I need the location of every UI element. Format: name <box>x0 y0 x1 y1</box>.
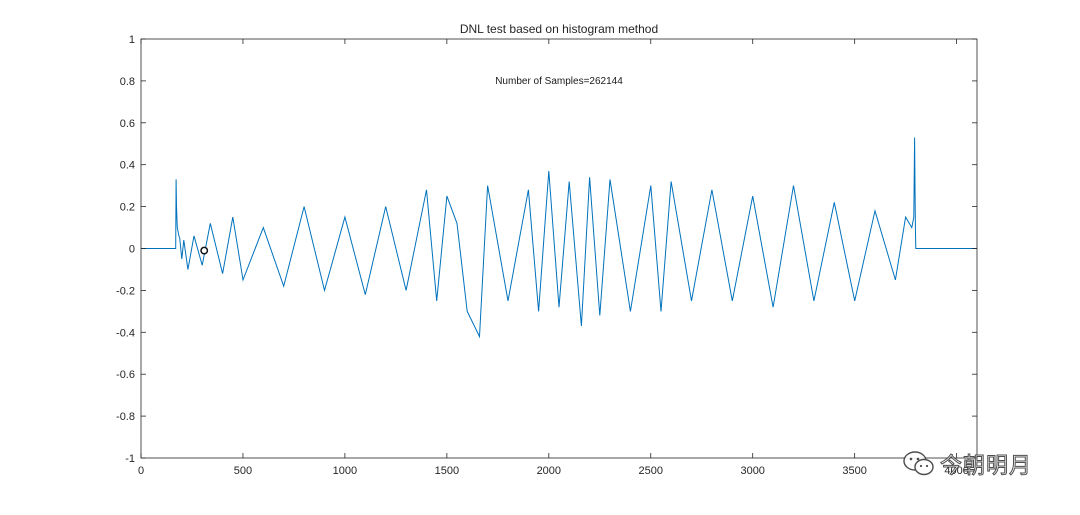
y-tick-label: 0 <box>129 244 135 256</box>
y-tick-label: 0.4 <box>120 160 135 172</box>
series-line-0 <box>141 137 977 339</box>
series-layer <box>141 137 977 339</box>
x-tick-label: 1500 <box>435 465 459 477</box>
y-tick-label: -1 <box>125 453 135 465</box>
samples-annotation: Number of Samples=262144 <box>495 76 623 87</box>
x-tick-label: 4000 <box>944 465 968 477</box>
y-tick-label: 0.8 <box>120 76 135 88</box>
y-tick-label: -0.8 <box>116 411 135 423</box>
plot-area <box>141 39 977 458</box>
watermark: 今朝明月 <box>902 448 1032 480</box>
x-tick-label: 3000 <box>740 465 764 477</box>
x-tick-label: 1000 <box>333 465 357 477</box>
x-tick-label: 2000 <box>537 465 561 477</box>
watermark-text: 今朝明月 <box>939 454 1033 480</box>
y-tick-label: 0.6 <box>120 118 135 130</box>
x-tick-label: 500 <box>234 465 252 477</box>
y-tick-label: -0.4 <box>116 327 135 339</box>
x-tick-label: 2500 <box>639 465 663 477</box>
x-tick-label: 0 <box>138 465 144 477</box>
tick-layer <box>140 38 977 459</box>
y-tick-label: 1 <box>129 34 135 46</box>
y-tick-label: -0.6 <box>116 369 135 381</box>
chart-title: DNL test based on histogram method <box>460 22 658 36</box>
wechat-icon <box>903 451 934 476</box>
label-layer: 0 500 1000 1500 2000 2500 3000 3500 4000 -1 -0.8 -0… <box>116 34 969 477</box>
data-cursor-marker[interactable] <box>200 246 209 255</box>
y-tick-label: -0.2 <box>116 285 135 297</box>
x-tick-label: 3500 <box>842 465 866 477</box>
y-tick-label: 0.2 <box>120 202 135 214</box>
